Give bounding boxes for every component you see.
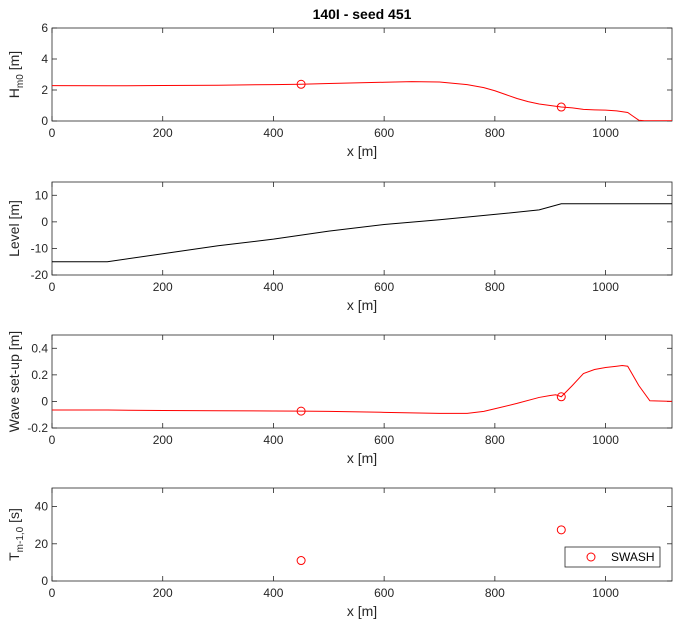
- data-point-tm10: [556, 525, 566, 535]
- x-tick-label: 0: [49, 433, 56, 447]
- data-point-hm0: [296, 79, 306, 89]
- x-tick-label: 0: [49, 280, 56, 294]
- legend: SWASH: [564, 546, 661, 568]
- x-tick-label: 0: [49, 126, 56, 140]
- x-tick-label: 600: [374, 126, 394, 140]
- y-axis-label-main: T: [6, 552, 22, 561]
- y-tick-label: 6: [41, 21, 48, 35]
- y-tick-label: 0: [41, 215, 48, 229]
- x-axis-label: x [m]: [347, 143, 377, 159]
- y-tick-label: 40: [35, 500, 49, 514]
- x-tick-label: 200: [153, 126, 173, 140]
- x-tick-label: 1000: [592, 126, 619, 140]
- plot-area: [52, 365, 672, 416]
- x-tick-label: 800: [485, 586, 505, 600]
- x-tick-label: 400: [263, 586, 283, 600]
- y-axis-label: Tm-1,0 [s]: [6, 508, 26, 561]
- y-axis-label-subscript: m0: [15, 74, 26, 88]
- y-tick-label: 0.2: [31, 368, 48, 382]
- axes-frame: [51, 334, 673, 429]
- plot-area: [52, 79, 672, 121]
- axes-frame: [51, 181, 673, 276]
- y-tick-label: 0: [41, 574, 48, 588]
- x-tick-label: 0: [49, 586, 56, 600]
- legend-marker: [586, 552, 596, 562]
- x-tick-label: 200: [153, 280, 173, 294]
- x-axis-label: x [m]: [347, 297, 377, 313]
- series-line-level: [52, 203, 672, 263]
- y-axis-label-subscript: m-1,0: [15, 526, 26, 552]
- data-point-setup: [296, 406, 306, 416]
- data-point-tm10: [296, 556, 306, 566]
- x-tick-label: 400: [263, 280, 283, 294]
- series-line-hm0: [52, 81, 672, 121]
- x-tick-label: 1000: [592, 280, 619, 294]
- y-axis-label: Level [m]: [6, 200, 22, 257]
- x-tick-label: 600: [374, 280, 394, 294]
- data-point-hm0: [556, 102, 566, 112]
- y-axis-label-main: Level [m]: [6, 200, 22, 257]
- y-tick-label: -20: [31, 268, 49, 282]
- x-axis-label: x [m]: [347, 450, 377, 466]
- x-axis-label: x [m]: [347, 603, 377, 619]
- legend-label: SWASH: [611, 550, 655, 564]
- plot-area: [52, 203, 672, 263]
- y-tick-label: -10: [31, 241, 49, 255]
- y-tick-label: 20: [35, 537, 49, 551]
- x-tick-label: 600: [374, 433, 394, 447]
- x-tick-label: 800: [485, 433, 505, 447]
- x-tick-label: 200: [153, 586, 173, 600]
- data-point-setup: [556, 392, 566, 402]
- y-tick-label: 0.4: [31, 341, 48, 355]
- legend-box: [564, 546, 661, 568]
- y-axis-label: Hm0 [m]: [6, 51, 26, 98]
- plot-area: [296, 525, 566, 566]
- y-tick-label: 2: [41, 83, 48, 97]
- x-tick-label: 400: [263, 126, 283, 140]
- y-tick-label: -0.2: [27, 421, 48, 435]
- x-tick-label: 800: [485, 126, 505, 140]
- panel-level: 0 200 400 600 800 1000 -20 -10 0 10 x [m] Level [m]: [6, 181, 673, 313]
- y-tick-label: 0: [41, 114, 48, 128]
- panel-hm0: 0 200 400 600 800 1000 0 2 4 6 x [m] Hm0 [m]: [6, 21, 673, 159]
- y-tick-label: 10: [35, 188, 49, 202]
- y-axis-label: Wave set-up [m]: [6, 331, 22, 432]
- y-axis-label-main: Wave set-up [m]: [6, 331, 22, 432]
- panel-tm10: 0 200 400 600 800 1000 0 20 40 x [m] Tm-1,0 [s] SWA…: [6, 487, 673, 619]
- x-tick-label: 1000: [592, 433, 619, 447]
- y-tick-label: 4: [41, 52, 48, 66]
- y-axis-label-unit: [s]: [6, 508, 22, 527]
- panel-setup: 0 200 400 600 800 1000-0.200.20.4x [m]Wave se…: [6, 331, 673, 466]
- y-axis-label-unit: [m]: [6, 51, 22, 74]
- figure-title: 140I - seed 451: [313, 6, 412, 22]
- y-axis-label-main: H: [6, 88, 22, 98]
- x-tick-label: 600: [374, 586, 394, 600]
- y-tick-label: 0: [41, 394, 48, 408]
- x-tick-label: 400: [263, 433, 283, 447]
- series-line-setup: [52, 365, 672, 414]
- axes-frame: [51, 27, 673, 122]
- x-tick-label: 200: [153, 433, 173, 447]
- x-tick-label: 1000: [592, 586, 619, 600]
- x-tick-label: 800: [485, 280, 505, 294]
